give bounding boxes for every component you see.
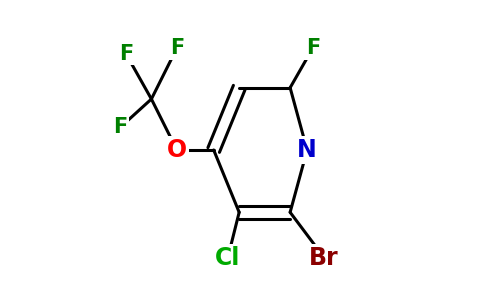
Text: F: F bbox=[113, 117, 127, 137]
Text: O: O bbox=[167, 138, 187, 162]
Text: Br: Br bbox=[309, 246, 339, 270]
Text: Cl: Cl bbox=[215, 246, 241, 270]
Text: F: F bbox=[170, 38, 184, 58]
Text: F: F bbox=[119, 44, 133, 64]
Text: N: N bbox=[297, 138, 317, 162]
Text: F: F bbox=[306, 38, 320, 58]
